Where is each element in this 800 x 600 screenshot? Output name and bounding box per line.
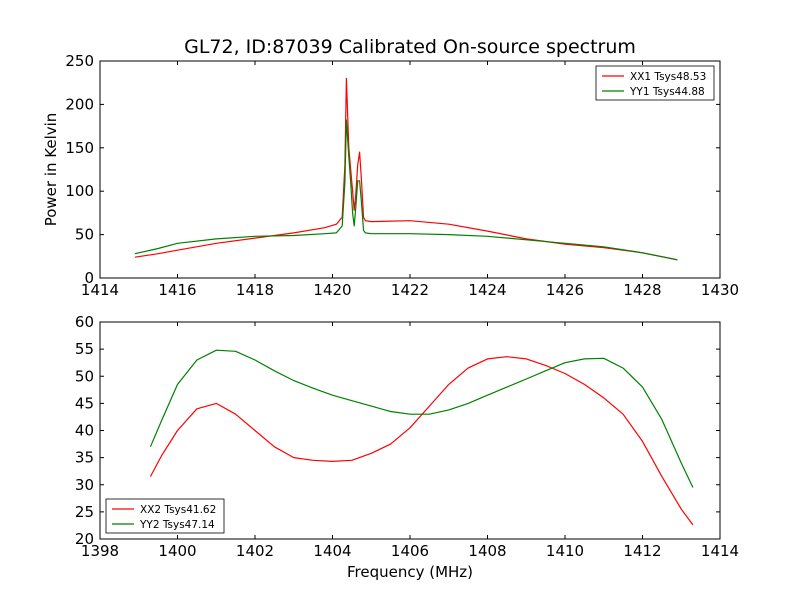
plot1-y-tick-label: 35 (75, 449, 94, 467)
plot0-series-0-line (134, 77, 678, 261)
plot1-y-tick-label: 50 (75, 367, 94, 385)
plot1-legend-label-0: XX2 Tsys41.62 (140, 504, 216, 516)
plot1-legend: XX2 Tsys41.62 YY2 Tsys47.14 (105, 498, 225, 534)
plot1-x-tick-label: 1400 (158, 542, 196, 560)
plot1-y-tick-label: 25 (75, 503, 94, 521)
plot0-x-tick-label: 1414 (81, 281, 119, 299)
plot1-x-tick-label: 1408 (468, 542, 506, 560)
plot1-x-tick-label: 1412 (623, 542, 661, 560)
plot1-y-tick-label: 55 (75, 340, 94, 358)
plot0-x-tick-label: 1430 (701, 281, 739, 299)
figure-title: GL72, ID:87039 Calibrated On-source spec… (184, 36, 636, 58)
plot1-legend-label-1: YY2 Tsys47.14 (139, 519, 215, 531)
plot1-y-tick-label: 30 (75, 476, 94, 494)
plot0-y-tick-label: 150 (65, 139, 94, 157)
top-plot: 1414 1416 1418 1420 1422 1424 1426 1428 1430 0 50 1… (42, 52, 739, 299)
plot1-x-tick-label: 1402 (236, 542, 274, 560)
plot0-legend-label-0: XX1 Tsys48.53 (630, 71, 706, 83)
plot0-legend-label-1: YY1 Tsys44.88 (629, 86, 705, 98)
plot1-series-0-line (149, 356, 694, 526)
plot0-series-1-line (134, 119, 678, 261)
plot0-y-tick-label: 50 (75, 226, 94, 244)
plot1-y-tick-label: 40 (75, 422, 94, 440)
plot1-series-1-line (149, 349, 694, 488)
plot1-x-tick-label: 1404 (313, 542, 351, 560)
plot1-legend-box (105, 498, 225, 534)
bottom-plot: 1398 1400 1402 1404 1406 1408 1410 1412 1414 20 25… (75, 313, 739, 560)
plot0-x-tick-label: 1418 (236, 281, 274, 299)
plot0-legend: XX1 Tsys48.53 YY1 Tsys44.88 (595, 65, 715, 101)
plot0-x-tick-label: 1428 (623, 281, 661, 299)
plot1-y-tick-label: 60 (75, 313, 94, 331)
plot1-y-tick-label: 45 (75, 394, 94, 412)
plot0-x-tick-label: 1426 (546, 281, 584, 299)
plot0-y-axis-label: Power in Kelvin (42, 113, 60, 227)
x-axis-label: Frequency (MHz) (347, 563, 473, 581)
plot0-y-tick-label: 200 (65, 95, 94, 113)
plot0-x-tick-label: 1422 (391, 281, 429, 299)
plot1-x-tick-label: 1406 (391, 542, 429, 560)
plot0-legend-box (595, 65, 715, 101)
plot1-y-tick-label: 20 (75, 530, 94, 548)
plot1-x-tick-label: 1414 (701, 542, 739, 560)
plot1-x-tick-label: 1410 (546, 542, 584, 560)
plot0-x-tick-label: 1416 (158, 281, 196, 299)
plot0-x-tick-label: 1424 (468, 281, 506, 299)
plot0-y-tick-label: 0 (84, 269, 94, 287)
plot0-y-tick-label: 250 (65, 52, 94, 70)
plot1-x-tick-label: 1398 (81, 542, 119, 560)
plot0-y-tick-label: 100 (65, 182, 94, 200)
plot0-x-tick-label: 1420 (313, 281, 351, 299)
